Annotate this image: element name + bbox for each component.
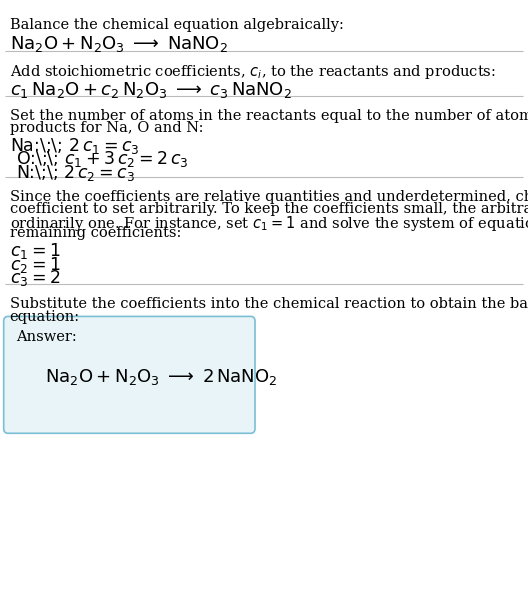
FancyBboxPatch shape: [4, 316, 255, 433]
Text: Add stoichiometric coefficients, $c_i$, to the reactants and products:: Add stoichiometric coefficients, $c_i$, …: [10, 63, 495, 81]
Text: $\mathregular{Na_2O + N_2O_3}\;\longrightarrow\;2\,\mathregular{NaNO_2}$: $\mathregular{Na_2O + N_2O_3}\;\longrigh…: [45, 367, 277, 387]
Text: Balance the chemical equation algebraically:: Balance the chemical equation algebraica…: [10, 18, 343, 32]
Text: $c_3 = 2$: $c_3 = 2$: [10, 268, 60, 288]
Text: Since the coefficients are relative quantities and underdetermined, choose a: Since the coefficients are relative quan…: [10, 190, 528, 204]
Text: Answer:: Answer:: [16, 330, 77, 345]
Text: Set the number of atoms in the reactants equal to the number of atoms in the: Set the number of atoms in the reactants…: [10, 109, 528, 123]
Text: $c_2 = 1$: $c_2 = 1$: [10, 255, 60, 275]
Text: remaining coefficients:: remaining coefficients:: [10, 226, 181, 241]
Text: coefficient to set arbitrarily. To keep the coefficients small, the arbitrary va: coefficient to set arbitrarily. To keep …: [10, 202, 528, 216]
Text: O:\;\; $c_1 + 3\,c_2 = 2\,c_3$: O:\;\; $c_1 + 3\,c_2 = 2\,c_3$: [16, 149, 188, 170]
Text: N:\;\; $2\,c_2 = c_3$: N:\;\; $2\,c_2 = c_3$: [16, 163, 135, 183]
Text: Na:\;\; $2\,c_1 = c_3$: Na:\;\; $2\,c_1 = c_3$: [10, 136, 139, 156]
Text: ordinarily one. For instance, set $c_1 = 1$ and solve the system of equations fo: ordinarily one. For instance, set $c_1 =…: [10, 214, 528, 233]
Text: $c_1 = 1$: $c_1 = 1$: [10, 241, 60, 261]
Text: Substitute the coefficients into the chemical reaction to obtain the balanced: Substitute the coefficients into the che…: [10, 297, 528, 312]
Text: products for Na, O and N:: products for Na, O and N:: [10, 121, 203, 135]
Text: $c_1\,\mathregular{Na_2O} + c_2\,\mathregular{N_2O_3}\;\longrightarrow\;c_3\,\ma: $c_1\,\mathregular{Na_2O} + c_2\,\mathre…: [10, 80, 291, 100]
Text: $\mathregular{Na_2O + N_2O_3}\;\longrightarrow\;\mathregular{NaNO_2}$: $\mathregular{Na_2O + N_2O_3}\;\longrigh…: [10, 34, 228, 54]
Text: equation:: equation:: [10, 310, 80, 324]
